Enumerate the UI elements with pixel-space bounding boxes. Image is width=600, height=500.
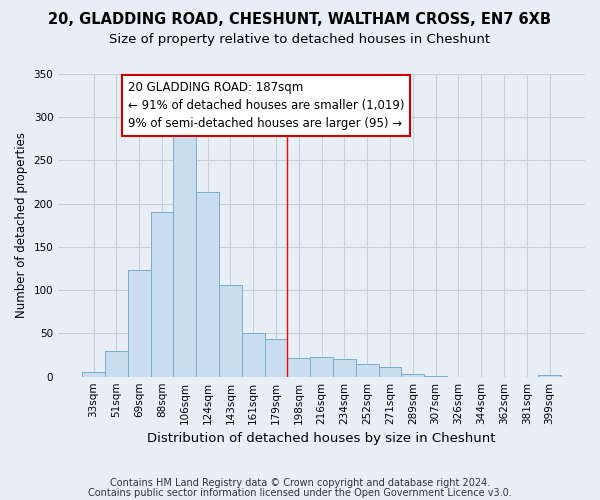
- Text: Contains HM Land Registry data © Crown copyright and database right 2024.: Contains HM Land Registry data © Crown c…: [110, 478, 490, 488]
- Bar: [105, 350, 128, 376]
- Bar: [173, 124, 196, 376]
- Bar: [333, 360, 356, 376]
- Bar: [310, 357, 333, 376]
- Bar: [196, 192, 219, 376]
- Bar: [379, 367, 401, 376]
- Bar: [401, 374, 424, 376]
- Bar: [287, 358, 310, 376]
- X-axis label: Distribution of detached houses by size in Cheshunt: Distribution of detached houses by size …: [148, 432, 496, 445]
- Bar: [151, 212, 173, 376]
- Bar: [265, 340, 287, 376]
- Y-axis label: Number of detached properties: Number of detached properties: [15, 132, 28, 318]
- Bar: [128, 270, 151, 376]
- Bar: [242, 332, 265, 376]
- Bar: [538, 375, 561, 376]
- Text: 20, GLADDING ROAD, CHESHUNT, WALTHAM CROSS, EN7 6XB: 20, GLADDING ROAD, CHESHUNT, WALTHAM CRO…: [49, 12, 551, 28]
- Text: Contains public sector information licensed under the Open Government Licence v3: Contains public sector information licen…: [88, 488, 512, 498]
- Text: 20 GLADDING ROAD: 187sqm
← 91% of detached houses are smaller (1,019)
9% of semi: 20 GLADDING ROAD: 187sqm ← 91% of detach…: [128, 81, 404, 130]
- Bar: [356, 364, 379, 376]
- Text: Size of property relative to detached houses in Cheshunt: Size of property relative to detached ho…: [109, 32, 491, 46]
- Bar: [219, 285, 242, 376]
- Bar: [82, 372, 105, 376]
